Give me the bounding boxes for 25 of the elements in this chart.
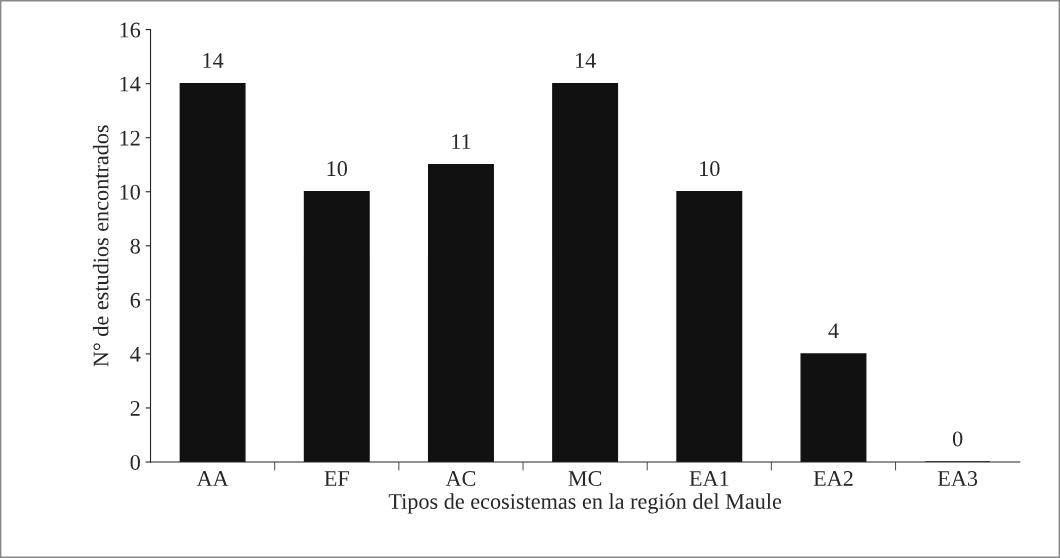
data-label: 14 xyxy=(575,53,596,68)
y-tick-label: 4 xyxy=(130,346,141,362)
y-tick-label: 2 xyxy=(130,400,140,416)
data-label: 10 xyxy=(700,161,720,177)
x-axis-title: Tipos de ecosistemas en la región del Maule xyxy=(388,493,782,514)
x-tick-label: EA3 xyxy=(937,471,978,486)
y-axis-title: N° de estudios encontrados xyxy=(92,125,109,367)
y-tick-label: 16 xyxy=(120,22,141,38)
y-tick-label: 14 xyxy=(120,76,141,92)
data-label: 14 xyxy=(203,53,224,68)
x-tick-label: EA1 xyxy=(689,471,729,486)
x-tick-label: AA xyxy=(196,471,229,486)
y-tick-label: 8 xyxy=(130,238,140,254)
data-label: 4 xyxy=(828,323,839,339)
x-tick-label: EF xyxy=(324,471,349,486)
x-tick-label: MC xyxy=(568,471,602,486)
x-tick-label: EA2 xyxy=(813,471,853,486)
y-tick-label: 10 xyxy=(120,184,140,200)
data-label: 0 xyxy=(952,431,963,447)
data-label: 10 xyxy=(327,161,348,177)
y-tick-label: 0 xyxy=(130,454,140,470)
y-tick-label: 12 xyxy=(120,130,140,146)
y-tick-label: 6 xyxy=(130,292,141,308)
data-label: 11 xyxy=(452,134,471,149)
x-tick-label: AC xyxy=(445,471,476,486)
